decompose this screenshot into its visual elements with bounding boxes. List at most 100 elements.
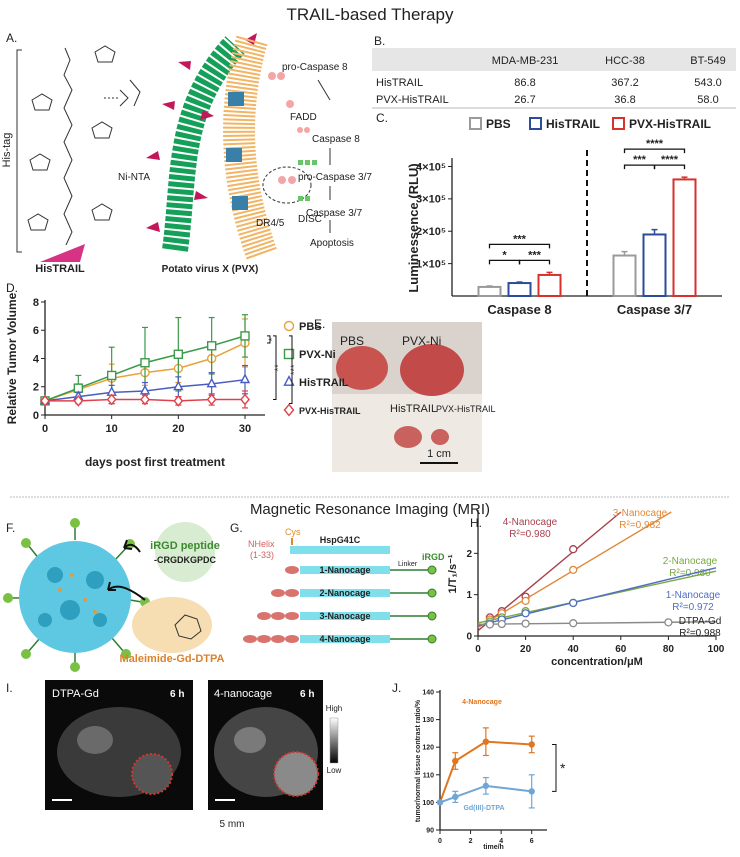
x-tick-label: 100 [708,644,725,655]
marker [452,757,459,765]
significance-bracket [267,335,271,344]
irgd [427,611,437,621]
table-cell: 367.2 [611,77,639,89]
photo-label: PVX-Ni [402,334,441,348]
construct-label: 4-Nanocage [319,634,370,644]
section-title: Magnetic Resonance Imaging (MRI) [250,501,490,518]
panel-label: D. [6,281,18,295]
fit-label: R²=0.982 [619,520,661,531]
point [485,620,495,629]
marker [240,393,250,406]
marker [40,394,50,407]
legend-label: PBS [299,321,322,333]
panel-label: G. [230,521,243,535]
marker [283,375,295,386]
x-axis-label: days post first treatment [85,455,225,469]
histrail-label: HisTRAIL [35,263,85,275]
series-label: 4-Nanocage [462,699,502,706]
significance-bracket [653,164,686,170]
marker [206,393,217,406]
colorbar [329,717,339,764]
legend-label: HisTRAIL [299,377,349,389]
y-tick-label: 2×10⁵ [416,226,446,238]
y-tick-label: 0 [466,632,472,643]
series-line [439,740,532,803]
helix-domain [271,635,285,643]
table-cell: 543.0 [694,77,722,89]
marker [206,377,217,388]
y-tick-label: 4 [33,353,40,365]
helix-range: (1-33) [250,550,274,560]
construct-label: 3-Nanocage [319,611,370,621]
x-tick-label: 10 [106,423,118,435]
point [569,565,578,575]
y-tick-label: 1×10⁵ [416,258,446,270]
helix-domain [271,612,285,620]
y-axis-label: 1/T₁/s⁻¹ [447,554,459,593]
x-axis-label: time/h [483,844,504,851]
series-line [439,784,532,804]
significance-label: *** [633,154,647,166]
y-tick-label: 3×10⁵ [416,194,446,206]
table-header: HCC-38 [605,55,645,67]
marker [173,394,184,407]
panel-g: NHelix (1-33) Cys HspG41C Linker iRGD 1-… [243,527,445,644]
cascade-step: pro-Caspase 8 [282,62,348,73]
significance-label: **** [661,154,679,166]
significance-bracket [518,259,551,265]
photo-label: PBS [340,334,364,348]
y-tick-label: 100 [422,800,434,807]
image-label: DTPA-Gd [52,688,99,700]
x-axis-label: concentration/μM [551,656,643,668]
peptide-backbone [63,47,73,246]
panel-f: iRGD peptide -CRGDKGPDC Maleimide-Gd-DTP… [3,518,225,672]
protein-bar [300,566,390,574]
irgd [427,634,437,644]
x-tick-label: 20 [520,644,532,655]
cys-label: Cys [285,527,301,537]
y-tick-label: 110 [423,772,434,779]
x-tick-label: 0 [438,838,442,845]
linker-label: Linker [398,561,418,568]
peptide-label: iRGD peptide [150,540,220,552]
figure-title: TRAIL-based Therapy [287,5,454,24]
significance-bracket [488,243,551,249]
irgd [427,565,437,575]
y-tick-label: 8 [33,297,39,309]
scale-bar-label: 1 cm [427,448,451,460]
ni-nta-label: Ni-NTA [118,172,150,183]
helix-domain [243,635,257,643]
x-tick-label: 80 [663,644,675,655]
series-label: 4-Nanocage [503,517,558,528]
irgd-label: iRGD [422,552,445,562]
cascade-step: Apoptosis [310,238,354,249]
table-header: MDA-MB-231 [492,55,559,67]
panel-e-photo: PBS PVX-Ni HisTRAIL PVX-HisTRAIL 1 cm [332,322,496,472]
photo-label: HisTRAIL [390,403,437,415]
his-tag-label: His-tag [1,133,13,168]
marker [482,782,490,790]
point [521,609,530,618]
legend-label: HisTRAIL [546,117,600,131]
helix-domain [257,612,271,620]
table-header-bg [372,48,736,71]
panel-label: B. [374,34,385,48]
protein-bar [300,589,390,597]
y-tick-label: 140 [422,689,434,696]
protein-label: HspG41C [320,535,361,545]
table-cell: 26.7 [514,94,535,106]
panel-label: F. [6,521,15,535]
his-tag-bracket [16,49,22,253]
tumor [336,346,388,390]
marker [140,393,150,406]
image-time: 6 h [170,689,184,700]
table-cell: 58.0 [697,94,718,106]
fit-line [477,567,717,627]
photo-label: PVX-HisTRAIL [436,404,496,414]
marker [283,320,295,332]
series-label: DTPA-Gd [679,616,722,627]
significance-bracket [552,743,557,792]
fit-line [477,621,717,626]
